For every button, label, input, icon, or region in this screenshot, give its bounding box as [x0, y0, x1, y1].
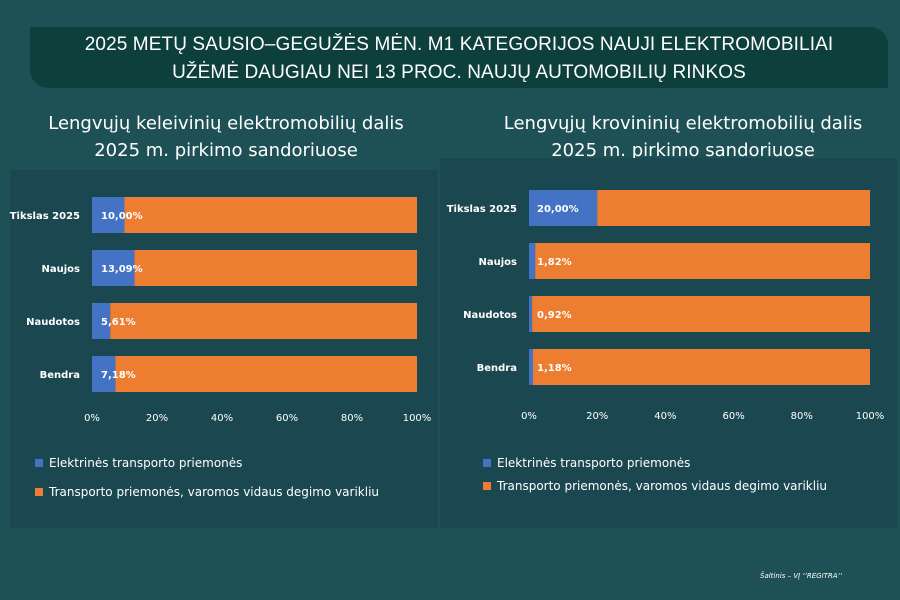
left-bar-electric-0	[92, 197, 125, 233]
right-category-label-2: Naudotos	[463, 310, 517, 321]
left-x-tick-label-2: 40%	[211, 413, 233, 424]
left-legend-label-0: Elektrinės transporto priemonės	[49, 456, 242, 470]
right-bar-combustion-3	[533, 349, 870, 385]
right-category-label-1: Naujos	[479, 257, 518, 268]
right-legend-swatch-1	[483, 482, 491, 490]
left-chart-title: Lengvųjų keleivinių elektromobilių dalis…	[12, 110, 440, 164]
right-bar-chart: Tikslas 2025 20,00% Naujos 1,82% Naudotos 0,9…	[447, 190, 885, 493]
left-x-tick-label-1: 20%	[146, 413, 168, 424]
right-data-label-1: 1,82%	[537, 257, 572, 268]
right-data-label-2: 0,92%	[537, 310, 572, 321]
left-bar-combustion-2	[110, 303, 418, 339]
left-legend-label-1: Transporto priemonės, varomos vidaus deg…	[48, 485, 379, 499]
right-chart-panel: Tikslas 2025 20,00% Naujos 1,82% Naudotos 0,9…	[440, 158, 897, 528]
left-chart-title-line-2: 2025 m. pirkimo sandoriuose	[94, 140, 358, 161]
right-x-tick-label-0: 0%	[521, 411, 537, 422]
banner-title-line-1: 2025 METŲ SAUSIO–GEGUŽĖS MĖN. M1 KATEGOR…	[84, 34, 834, 55]
left-bar-combustion-1	[134, 250, 417, 286]
right-chart-title: Lengvųjų krovininių elektromobilių dalis…	[452, 110, 900, 164]
left-legend-swatch-0	[35, 459, 43, 467]
left-category-label-3: Bendra	[40, 370, 80, 381]
right-x-tick-label-5: 100%	[856, 411, 885, 422]
left-category-label-2: Naudotos	[26, 317, 80, 328]
left-x-tick-label-4: 80%	[341, 413, 363, 424]
right-category-label-3: Bendra	[477, 363, 517, 374]
left-bar-electric-3	[92, 356, 116, 392]
right-category-label-0: Tikslas 2025	[447, 204, 517, 215]
left-bar-combustion-0	[124, 197, 417, 233]
left-bar-electric-1	[92, 250, 135, 286]
left-chart-panel: Tikslas 2025 10,00% Naujos 13,09% Naudotos 5,…	[10, 170, 438, 528]
left-bar-combustion-3	[115, 356, 418, 392]
title-banner: 2025 METŲ SAUSIO–GEGUŽĖS MĖN. M1 KATEGOR…	[30, 27, 888, 88]
right-x-tick-label-2: 40%	[654, 411, 676, 422]
right-bar-electric-1	[529, 243, 536, 279]
left-legend-swatch-1	[35, 488, 43, 496]
right-chart-title-line-2: 2025 m. pirkimo sandoriuose	[551, 140, 815, 161]
right-x-tick-label-4: 80%	[791, 411, 813, 422]
right-chart-title-line-1: Lengvųjų krovininių elektromobilių dalis	[503, 113, 863, 134]
banner-title-line-2: UŽĖMĖ DAUGIAU NEI 13 PROC. NAUJŲ AUTOMOB…	[172, 62, 746, 83]
left-x-tick-label-5: 100%	[403, 413, 432, 424]
right-bar-electric-2	[529, 296, 533, 332]
right-x-tick-label-1: 20%	[586, 411, 608, 422]
right-bar-electric-0	[529, 190, 598, 226]
right-bar-combustion-0	[597, 190, 870, 226]
right-bar-combustion-2	[532, 296, 870, 332]
left-category-label-1: Naujos	[42, 264, 81, 275]
left-data-label-3: 7,18%	[101, 370, 136, 381]
left-x-tick-label-0: 0%	[84, 413, 100, 424]
right-data-label-0: 20,00%	[537, 204, 579, 215]
right-legend-label-0: Elektrinės transporto priemonės	[497, 456, 690, 470]
right-bar-combustion-1	[535, 243, 870, 279]
right-x-tick-label-3: 60%	[722, 411, 744, 422]
left-bar-chart: Tikslas 2025 10,00% Naujos 13,09% Naudotos 5,…	[10, 197, 432, 499]
left-data-label-1: 13,09%	[101, 264, 143, 275]
left-x-tick-label-3: 60%	[276, 413, 298, 424]
left-category-label-0: Tikslas 2025	[10, 211, 80, 222]
left-chart-title-line-1: Lengvųjų keleivinių elektromobilių dalis	[48, 113, 404, 134]
left-data-label-0: 10,00%	[101, 211, 143, 222]
right-data-label-3: 1,18%	[537, 363, 572, 374]
left-bar-electric-2	[92, 303, 111, 339]
right-legend-swatch-0	[483, 459, 491, 467]
source-note: Šaltinis – VĮ ‘’REGITRA‘’	[760, 572, 843, 580]
left-data-label-2: 5,61%	[101, 317, 136, 328]
right-bar-electric-3	[529, 349, 534, 385]
right-legend-label-1: Transporto priemonės, varomos vidaus deg…	[496, 479, 827, 493]
